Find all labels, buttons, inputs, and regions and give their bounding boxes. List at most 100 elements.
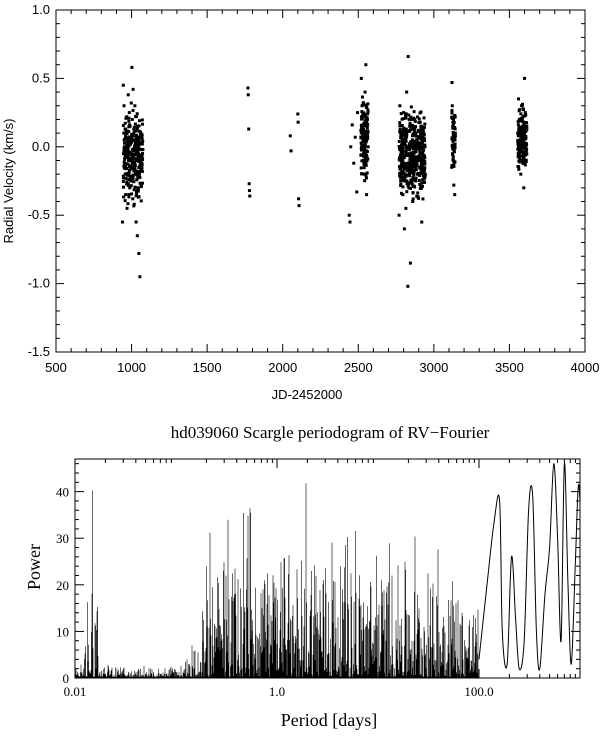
rv-point — [404, 127, 408, 131]
rv-point — [132, 125, 136, 129]
rv-point — [131, 197, 135, 201]
rv-point — [410, 169, 414, 173]
rv-point — [418, 166, 422, 170]
rv-point — [452, 125, 456, 129]
rv-point — [523, 76, 527, 80]
top-y-tick-label: 0.0 — [32, 139, 50, 154]
rv-point — [246, 86, 250, 90]
rv-point — [363, 135, 367, 139]
rv-point — [451, 132, 455, 136]
rv-point — [133, 104, 137, 108]
rv-point — [407, 142, 411, 146]
rv-point — [415, 147, 419, 151]
rv-point — [411, 140, 415, 144]
rv-point — [418, 182, 422, 186]
rv-point — [362, 172, 366, 176]
rv-point — [421, 197, 425, 201]
rv-point — [420, 169, 424, 173]
rv-point — [359, 146, 363, 150]
rv-point — [135, 112, 139, 116]
rv-point — [415, 155, 419, 159]
rv-point — [130, 192, 134, 196]
rv-point — [418, 173, 422, 177]
rv-point — [128, 176, 132, 180]
rv-point — [411, 134, 415, 138]
rv-point — [521, 152, 525, 156]
rv-point — [404, 152, 408, 156]
rv-point — [420, 140, 424, 144]
rv-point — [397, 165, 401, 169]
rv-point — [422, 177, 426, 181]
rv-point — [521, 155, 525, 159]
rv-point — [452, 150, 456, 154]
rv-point — [401, 132, 405, 136]
rv-point — [523, 152, 527, 156]
rv-point — [137, 129, 141, 133]
rv-point — [362, 160, 366, 164]
rv-point — [450, 116, 454, 120]
rv-point — [129, 101, 133, 105]
rv-point — [452, 163, 456, 167]
rv-point — [246, 93, 250, 97]
rv-point — [450, 152, 454, 156]
rv-point — [523, 163, 527, 167]
rv-point — [416, 115, 420, 119]
rv-point — [400, 117, 404, 121]
rv-point — [418, 135, 422, 139]
rv-point — [365, 171, 369, 175]
rv-point — [420, 220, 424, 224]
rv-point — [140, 164, 144, 168]
rv-point — [247, 182, 251, 186]
rv-point — [422, 174, 426, 178]
rv-point — [131, 87, 135, 91]
rv-point — [452, 183, 456, 187]
rv-point — [411, 184, 415, 188]
rv-point — [359, 166, 363, 170]
rv-point — [359, 123, 363, 127]
rv-point — [451, 122, 455, 126]
rv-point — [126, 148, 130, 152]
rv-point — [360, 117, 364, 121]
rv-point — [517, 154, 521, 158]
rv-point — [366, 110, 370, 114]
rv-point — [519, 172, 523, 176]
rv-point — [136, 189, 140, 193]
rv-point — [366, 145, 370, 149]
rv-point — [365, 131, 369, 135]
rv-point — [364, 176, 368, 180]
rv-point — [128, 137, 132, 141]
rv-point — [398, 174, 402, 178]
rv-point — [453, 115, 457, 119]
rv-point — [133, 185, 137, 189]
bottom-x-tick-label: 1.0 — [269, 684, 285, 699]
rv-point — [415, 143, 419, 147]
rv-point — [451, 138, 455, 142]
rv-point — [399, 182, 403, 186]
rv-point — [134, 133, 138, 137]
rv-point — [409, 115, 413, 119]
rv-point — [126, 162, 130, 166]
rv-point — [366, 102, 370, 106]
rv-point — [132, 131, 136, 135]
rv-point — [422, 116, 426, 120]
rv-point — [365, 159, 369, 163]
rv-point — [129, 139, 133, 143]
rv-point — [451, 155, 455, 159]
rv-point — [402, 142, 406, 146]
rv-point — [360, 131, 364, 135]
rv-point — [130, 155, 134, 159]
rv-point — [126, 202, 130, 206]
rv-point — [414, 125, 418, 129]
rv-point — [129, 166, 133, 170]
top-x-tick-label: 1500 — [193, 360, 222, 375]
rv-point — [365, 116, 369, 120]
rv-point — [411, 183, 415, 187]
rv-point — [405, 162, 409, 166]
rv-point — [410, 138, 414, 142]
rv-point — [365, 118, 369, 122]
rv-point — [398, 130, 402, 134]
rv-point — [521, 107, 525, 111]
rv-point — [402, 165, 406, 169]
rv-point — [125, 136, 129, 140]
rv-point — [453, 131, 457, 135]
